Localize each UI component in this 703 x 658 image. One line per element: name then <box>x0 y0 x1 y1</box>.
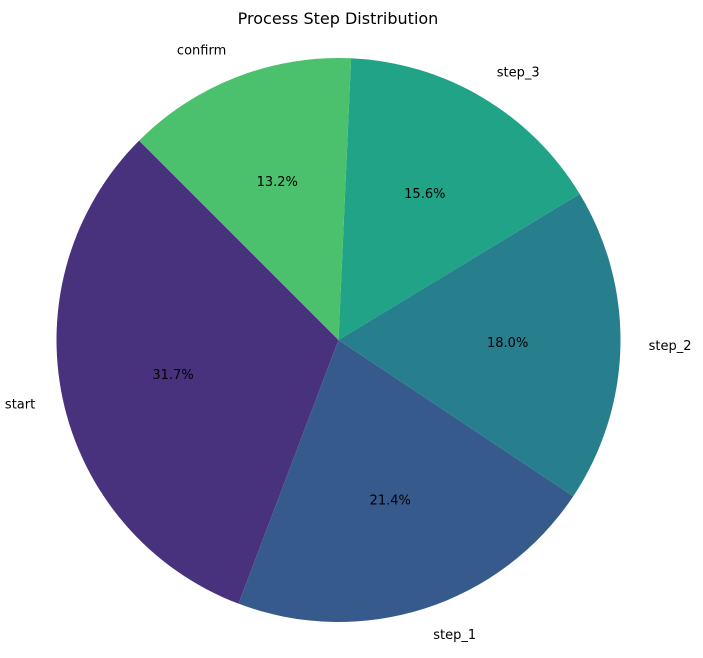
percent-label-start: 31.7% <box>152 368 193 383</box>
slice-label-confirm: confirm <box>177 43 226 58</box>
pie-slice-step-2 <box>338 193 621 497</box>
slice-label-step-2: step_2 <box>649 339 692 354</box>
slice-label-step-1: step_1 <box>433 628 476 643</box>
pie-slices <box>56 58 621 622</box>
slice-label-step-3: step_3 <box>497 66 540 81</box>
chart-title: Process Step Distribution <box>238 9 439 28</box>
pie-slice-start <box>56 140 339 604</box>
percent-label-step-3: 15.6% <box>404 187 445 202</box>
pie-slice-step-3 <box>338 58 580 340</box>
pie-slice-confirm <box>139 58 352 340</box>
pie-slice-step-1 <box>238 340 574 622</box>
pie-labels: 31.7% start 21.4% step_1 18.0% step_2 15.6% ste… <box>5 43 692 643</box>
percent-label-step-2: 18.0% <box>487 336 528 351</box>
slice-label-start: start <box>5 398 35 413</box>
percent-label-confirm: 13.2% <box>257 175 298 190</box>
percent-label-step-1: 21.4% <box>370 494 411 509</box>
